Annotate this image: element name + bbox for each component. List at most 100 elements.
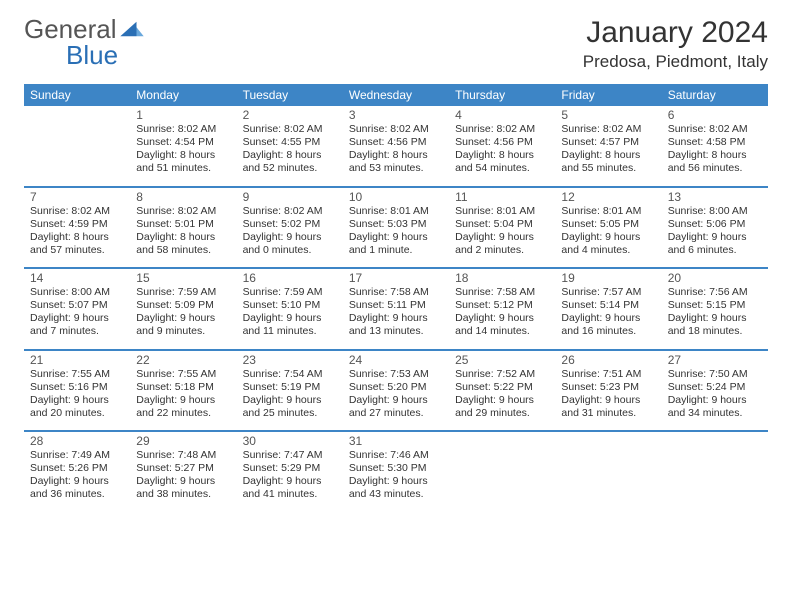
day-number: 9 bbox=[243, 190, 337, 204]
sunset-text: Sunset: 5:22 PM bbox=[455, 381, 549, 394]
daylight-text: and 13 minutes. bbox=[349, 325, 443, 338]
daylight-text: Daylight: 9 hours bbox=[349, 231, 443, 244]
weekday-header: Sunday bbox=[24, 84, 130, 106]
day-number: 17 bbox=[349, 271, 443, 285]
sunrise-text: Sunrise: 7:50 AM bbox=[668, 368, 762, 381]
sunset-text: Sunset: 5:15 PM bbox=[668, 299, 762, 312]
day-number: 2 bbox=[243, 108, 337, 122]
daylight-text: Daylight: 9 hours bbox=[668, 231, 762, 244]
sunset-text: Sunset: 5:16 PM bbox=[30, 381, 124, 394]
daylight-text: Daylight: 9 hours bbox=[136, 475, 230, 488]
sunset-text: Sunset: 5:14 PM bbox=[561, 299, 655, 312]
sunset-text: Sunset: 4:58 PM bbox=[668, 136, 762, 149]
sunset-text: Sunset: 5:26 PM bbox=[30, 462, 124, 475]
calendar-cell: 15Sunrise: 7:59 AMSunset: 5:09 PMDayligh… bbox=[130, 268, 236, 350]
sunset-text: Sunset: 4:56 PM bbox=[349, 136, 443, 149]
sunrise-text: Sunrise: 8:01 AM bbox=[349, 205, 443, 218]
calendar-row: 7Sunrise: 8:02 AMSunset: 4:59 PMDaylight… bbox=[24, 187, 768, 269]
sunset-text: Sunset: 5:11 PM bbox=[349, 299, 443, 312]
day-number: 21 bbox=[30, 353, 124, 367]
weekday-header: Friday bbox=[555, 84, 661, 106]
sunrise-text: Sunrise: 7:59 AM bbox=[136, 286, 230, 299]
day-number: 11 bbox=[455, 190, 549, 204]
sunrise-text: Sunrise: 7:49 AM bbox=[30, 449, 124, 462]
day-number: 19 bbox=[561, 271, 655, 285]
calendar-cell: 5Sunrise: 8:02 AMSunset: 4:57 PMDaylight… bbox=[555, 106, 661, 187]
sunrise-text: Sunrise: 8:02 AM bbox=[455, 123, 549, 136]
daylight-text: and 58 minutes. bbox=[136, 244, 230, 257]
sunset-text: Sunset: 5:12 PM bbox=[455, 299, 549, 312]
weekday-header: Monday bbox=[130, 84, 236, 106]
calendar-cell: 10Sunrise: 8:01 AMSunset: 5:03 PMDayligh… bbox=[343, 187, 449, 269]
day-number: 14 bbox=[30, 271, 124, 285]
sunset-text: Sunset: 5:20 PM bbox=[349, 381, 443, 394]
sunrise-text: Sunrise: 7:48 AM bbox=[136, 449, 230, 462]
calendar-cell: 12Sunrise: 8:01 AMSunset: 5:05 PMDayligh… bbox=[555, 187, 661, 269]
day-number: 23 bbox=[243, 353, 337, 367]
daylight-text: and 7 minutes. bbox=[30, 325, 124, 338]
sunrise-text: Sunrise: 7:55 AM bbox=[30, 368, 124, 381]
sunrise-text: Sunrise: 8:02 AM bbox=[243, 205, 337, 218]
daylight-text: and 25 minutes. bbox=[243, 407, 337, 420]
daylight-text: and 55 minutes. bbox=[561, 162, 655, 175]
daylight-text: and 0 minutes. bbox=[243, 244, 337, 257]
daylight-text: Daylight: 9 hours bbox=[243, 394, 337, 407]
day-number: 12 bbox=[561, 190, 655, 204]
calendar-cell: 7Sunrise: 8:02 AMSunset: 4:59 PMDaylight… bbox=[24, 187, 130, 269]
calendar-row: 14Sunrise: 8:00 AMSunset: 5:07 PMDayligh… bbox=[24, 268, 768, 350]
daylight-text: and 6 minutes. bbox=[668, 244, 762, 257]
daylight-text: Daylight: 9 hours bbox=[243, 475, 337, 488]
sunrise-text: Sunrise: 8:00 AM bbox=[668, 205, 762, 218]
weekday-header-row: Sunday Monday Tuesday Wednesday Thursday… bbox=[24, 84, 768, 106]
calendar-row: 21Sunrise: 7:55 AMSunset: 5:16 PMDayligh… bbox=[24, 350, 768, 432]
day-number: 27 bbox=[668, 353, 762, 367]
title-block: January 2024 Predosa, Piedmont, Italy bbox=[583, 16, 768, 72]
daylight-text: and 53 minutes. bbox=[349, 162, 443, 175]
calendar-cell: 2Sunrise: 8:02 AMSunset: 4:55 PMDaylight… bbox=[237, 106, 343, 187]
daylight-text: and 34 minutes. bbox=[668, 407, 762, 420]
calendar-cell: 20Sunrise: 7:56 AMSunset: 5:15 PMDayligh… bbox=[662, 268, 768, 350]
sunset-text: Sunset: 5:06 PM bbox=[668, 218, 762, 231]
sunset-text: Sunset: 5:19 PM bbox=[243, 381, 337, 394]
daylight-text: Daylight: 9 hours bbox=[455, 394, 549, 407]
sunset-text: Sunset: 5:29 PM bbox=[243, 462, 337, 475]
daylight-text: Daylight: 9 hours bbox=[30, 394, 124, 407]
day-number: 30 bbox=[243, 434, 337, 448]
sunset-text: Sunset: 5:24 PM bbox=[668, 381, 762, 394]
calendar-row: 1Sunrise: 8:02 AMSunset: 4:54 PMDaylight… bbox=[24, 106, 768, 187]
sunrise-text: Sunrise: 7:58 AM bbox=[455, 286, 549, 299]
weekday-header: Thursday bbox=[449, 84, 555, 106]
daylight-text: Daylight: 9 hours bbox=[561, 231, 655, 244]
calendar-cell: 16Sunrise: 7:59 AMSunset: 5:10 PMDayligh… bbox=[237, 268, 343, 350]
day-number: 4 bbox=[455, 108, 549, 122]
day-number: 20 bbox=[668, 271, 762, 285]
calendar-cell: 9Sunrise: 8:02 AMSunset: 5:02 PMDaylight… bbox=[237, 187, 343, 269]
sunrise-text: Sunrise: 8:01 AM bbox=[455, 205, 549, 218]
calendar-table: Sunday Monday Tuesday Wednesday Thursday… bbox=[24, 84, 768, 512]
sunrise-text: Sunrise: 7:57 AM bbox=[561, 286, 655, 299]
daylight-text: and 29 minutes. bbox=[455, 407, 549, 420]
calendar-cell: 3Sunrise: 8:02 AMSunset: 4:56 PMDaylight… bbox=[343, 106, 449, 187]
daylight-text: Daylight: 9 hours bbox=[30, 475, 124, 488]
day-number: 5 bbox=[561, 108, 655, 122]
day-number: 28 bbox=[30, 434, 124, 448]
calendar-cell: 25Sunrise: 7:52 AMSunset: 5:22 PMDayligh… bbox=[449, 350, 555, 432]
daylight-text: and 14 minutes. bbox=[455, 325, 549, 338]
daylight-text: and 1 minute. bbox=[349, 244, 443, 257]
sunset-text: Sunset: 5:09 PM bbox=[136, 299, 230, 312]
day-number: 26 bbox=[561, 353, 655, 367]
sunset-text: Sunset: 5:03 PM bbox=[349, 218, 443, 231]
day-number: 1 bbox=[136, 108, 230, 122]
calendar-cell: 6Sunrise: 8:02 AMSunset: 4:58 PMDaylight… bbox=[662, 106, 768, 187]
calendar-body: 1Sunrise: 8:02 AMSunset: 4:54 PMDaylight… bbox=[24, 106, 768, 512]
daylight-text: and 20 minutes. bbox=[30, 407, 124, 420]
daylight-text: and 18 minutes. bbox=[668, 325, 762, 338]
logo-triangle-icon bbox=[120, 16, 144, 42]
calendar-cell: 13Sunrise: 8:00 AMSunset: 5:06 PMDayligh… bbox=[662, 187, 768, 269]
calendar-cell bbox=[449, 431, 555, 512]
daylight-text: Daylight: 9 hours bbox=[561, 394, 655, 407]
sunset-text: Sunset: 4:57 PM bbox=[561, 136, 655, 149]
calendar-cell: 30Sunrise: 7:47 AMSunset: 5:29 PMDayligh… bbox=[237, 431, 343, 512]
daylight-text: Daylight: 8 hours bbox=[561, 149, 655, 162]
sunrise-text: Sunrise: 8:02 AM bbox=[136, 205, 230, 218]
